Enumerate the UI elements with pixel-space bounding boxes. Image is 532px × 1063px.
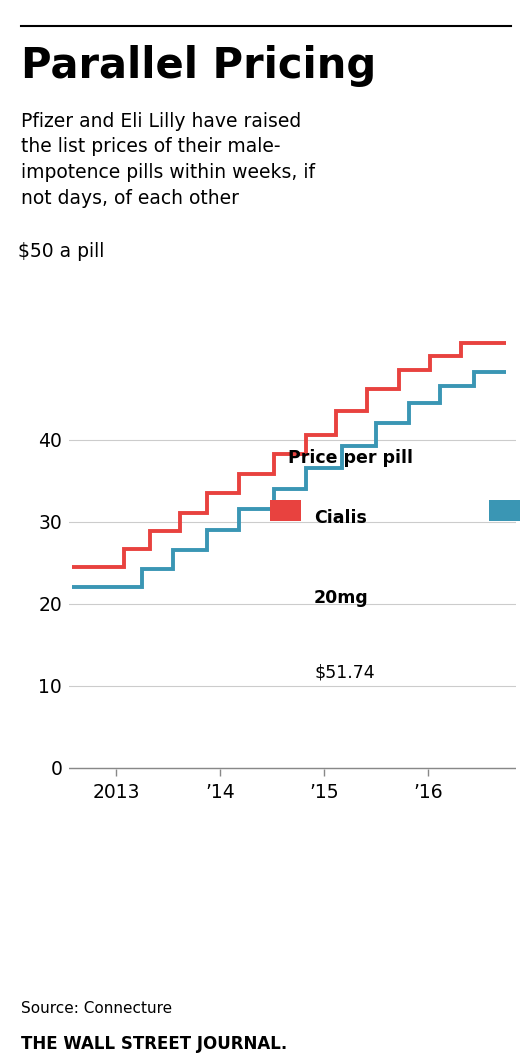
Text: $50 a pill: $50 a pill — [18, 242, 104, 261]
Text: Parallel Pricing: Parallel Pricing — [21, 45, 377, 87]
Bar — [270, 500, 301, 521]
Text: Price per pill: Price per pill — [288, 449, 413, 467]
Text: Source: Connecture: Source: Connecture — [21, 1001, 172, 1016]
Text: $51.74: $51.74 — [314, 663, 375, 681]
Text: Cialis: Cialis — [314, 509, 367, 527]
Text: THE WALL STREET JOURNAL.: THE WALL STREET JOURNAL. — [21, 1035, 287, 1053]
Text: 20mg: 20mg — [314, 589, 369, 607]
Bar — [489, 500, 520, 521]
Text: Pfizer and Eli Lilly have raised
the list prices of their male-
impotence pills : Pfizer and Eli Lilly have raised the lis… — [21, 112, 315, 208]
